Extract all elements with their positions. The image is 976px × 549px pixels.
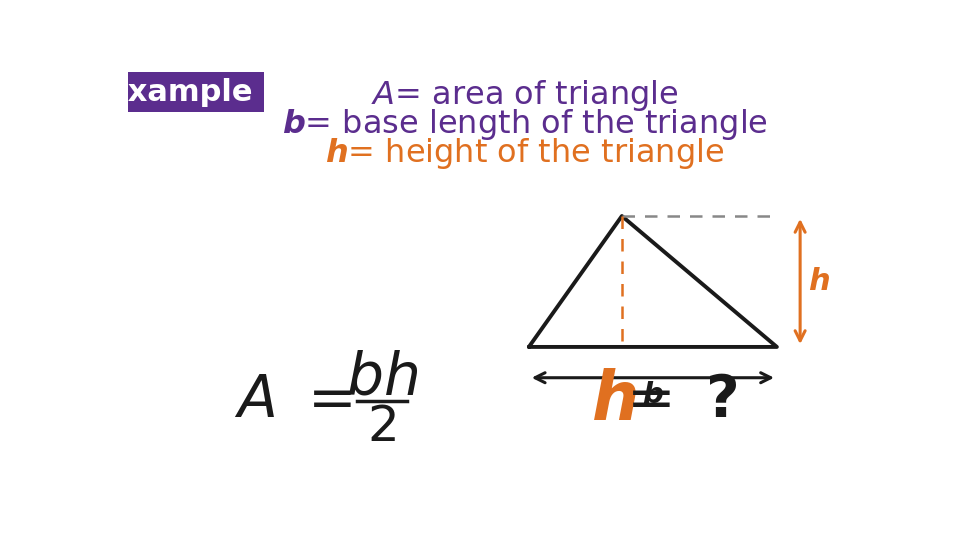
Text: $\boldsymbol{h}$= height of the triangle: $\boldsymbol{h}$= height of the triangle: [325, 136, 724, 171]
FancyBboxPatch shape: [128, 72, 264, 112]
Text: $\boldsymbol{b}$= base length of the triangle: $\boldsymbol{b}$= base length of the tri…: [282, 107, 768, 142]
Text: $2$: $2$: [367, 403, 396, 451]
Text: $\mathit{A}$= area of triangle: $\mathit{A}$= area of triangle: [371, 77, 678, 113]
Text: $\boldsymbol{h}$: $\boldsymbol{h}$: [808, 267, 830, 296]
Text: Example 2: Example 2: [107, 77, 285, 107]
Text: $bh$: $bh$: [346, 349, 418, 406]
Text: $\boldsymbol{h}$: $\boldsymbol{h}$: [591, 368, 637, 434]
Text: $\boldsymbol{b}$: $\boldsymbol{b}$: [642, 380, 664, 408]
Text: $A\ =$: $A\ =$: [233, 372, 351, 429]
Text: $=\ \mathbf{?}$: $=\ \mathbf{?}$: [615, 372, 738, 429]
